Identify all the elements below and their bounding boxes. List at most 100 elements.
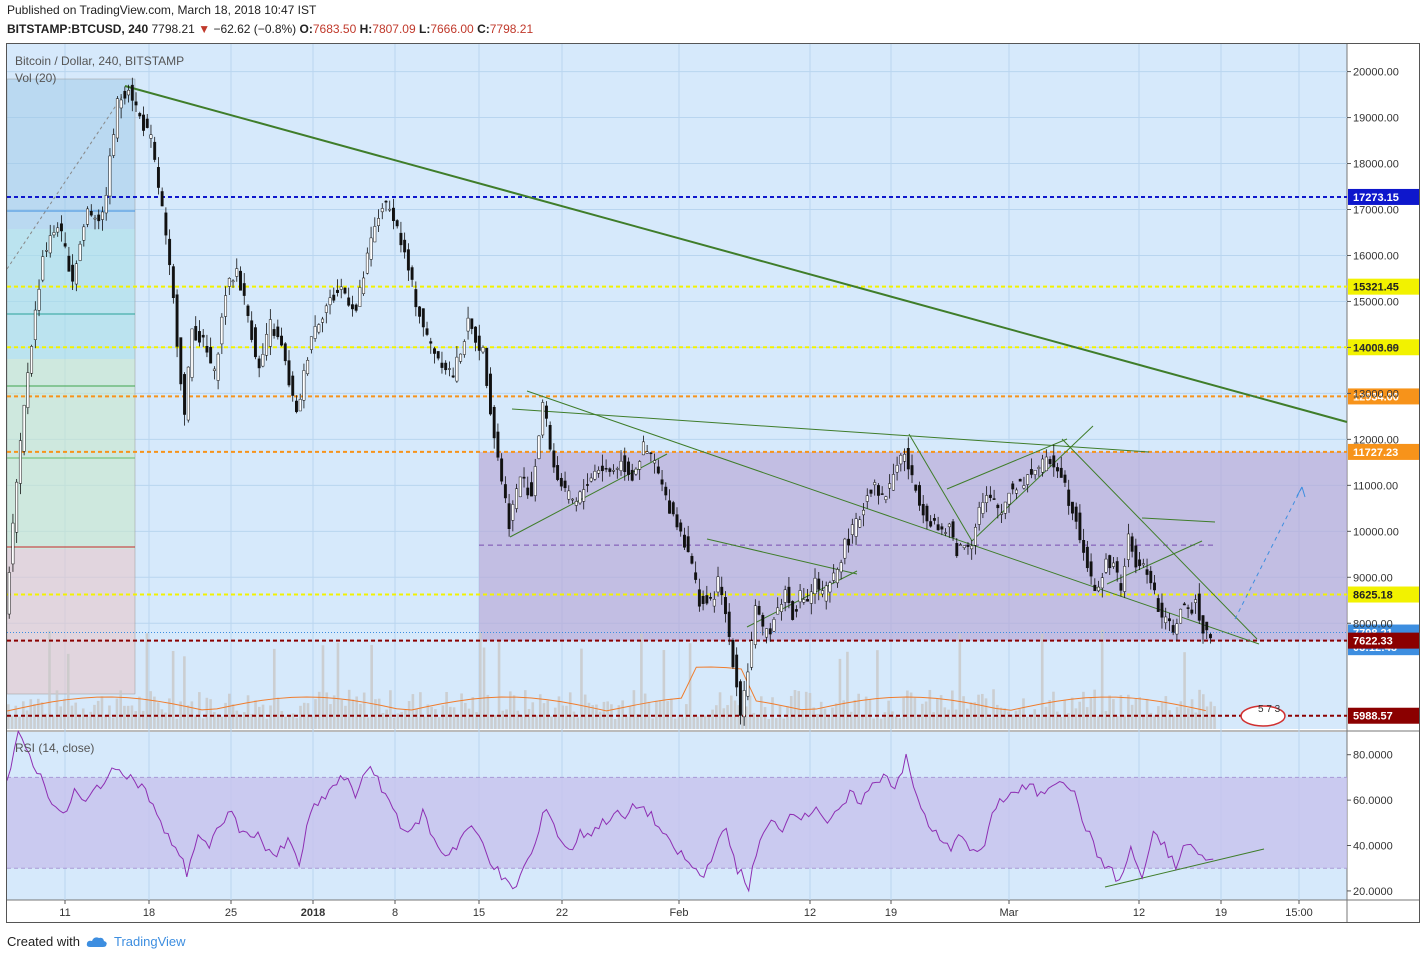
candle-body [265, 334, 269, 356]
volume-bar [415, 708, 418, 729]
candle-body [373, 226, 377, 243]
volume-bar [677, 715, 681, 729]
volume-bar [681, 717, 684, 729]
volume-bar [857, 693, 860, 729]
chart-frame[interactable]: 17273.15 15321.45 14003.69 12934.00 11727.23… [6, 43, 1420, 923]
volume-bar [842, 700, 845, 729]
candle-body [858, 519, 862, 528]
candle-body [507, 503, 511, 530]
candle-body [862, 509, 865, 516]
volume-bar [542, 703, 546, 729]
volume-bar [625, 716, 628, 729]
candle-body [115, 98, 119, 139]
candle-body [843, 538, 847, 559]
volume-bar [759, 696, 763, 729]
price-tick-label: 15000.00 [1353, 296, 1399, 308]
candle-body [459, 353, 463, 362]
candle-body [104, 194, 108, 214]
price-tick-label: 9000.00 [1353, 572, 1393, 584]
candle-body [101, 211, 104, 220]
volume-bar [493, 714, 497, 729]
candle-body [59, 223, 63, 232]
candle-body [216, 353, 220, 381]
volume-bar [186, 705, 190, 729]
candle-body [839, 562, 843, 573]
candle-body [239, 270, 242, 291]
candle-body [1100, 577, 1104, 589]
volume-bar [812, 707, 816, 729]
volume-bar [261, 704, 265, 729]
candle-body [593, 470, 597, 480]
volume-bar [999, 707, 1003, 729]
candle-body [1048, 459, 1052, 465]
candle-body [399, 232, 403, 246]
volume-bar [89, 711, 93, 729]
cloud-icon [86, 936, 108, 948]
range-box [479, 451, 1347, 641]
volume-bar [1190, 699, 1194, 729]
candle-body [522, 476, 526, 479]
candle-body [354, 304, 358, 311]
candle-body [1041, 458, 1045, 473]
candle-body [377, 218, 380, 226]
volume-bar [808, 692, 812, 729]
volume-bar [430, 706, 433, 729]
volume-bar [995, 704, 999, 729]
volume-bar [576, 717, 580, 729]
volume-bar [1048, 700, 1052, 729]
volume-bar [943, 707, 947, 729]
volume-bar [115, 698, 119, 729]
volume-bar [879, 718, 883, 729]
volume-bar [984, 698, 988, 729]
candle-body [89, 211, 93, 216]
volume-bar [1202, 694, 1205, 729]
volume-bar [1112, 699, 1115, 729]
rsi-line [7, 729, 1214, 893]
candle-body [951, 521, 955, 538]
candle-body [455, 356, 459, 382]
candle-body [914, 484, 918, 491]
candle-body [7, 572, 11, 615]
volume-bar [936, 698, 939, 729]
candle-body [1197, 593, 1201, 621]
candle-body [63, 243, 67, 247]
low-label: L: [419, 22, 431, 36]
volume-bar [81, 708, 85, 729]
volume-bar [108, 705, 111, 729]
volume-bar [78, 714, 81, 729]
volume-bar [958, 634, 962, 729]
volume-bar [385, 709, 388, 729]
candle-body [474, 326, 477, 343]
candle-body [257, 358, 261, 369]
volume-bar [636, 713, 639, 729]
candle-body [22, 404, 26, 452]
candle-body [451, 375, 455, 378]
candle-body [421, 308, 425, 328]
volume-bar [861, 714, 864, 729]
volume-ma-line [7, 666, 1206, 712]
fib-zone-bottom [7, 549, 135, 694]
volume-bar [707, 715, 711, 729]
volume-bar [617, 705, 621, 729]
candle-body [888, 483, 892, 489]
candle-body [817, 578, 821, 590]
candle-body [918, 485, 921, 506]
candle-body [1112, 562, 1115, 567]
volume-bar [816, 713, 819, 729]
zig-1 [908, 433, 973, 542]
candle-body [929, 521, 933, 527]
volume-bar [475, 712, 478, 729]
candle-body [209, 347, 213, 364]
candle-body [1141, 563, 1145, 566]
candle-body [675, 514, 679, 528]
volume-bar [1055, 711, 1059, 729]
candle-body [847, 538, 851, 546]
volume-bar [10, 715, 14, 729]
chart-svg[interactable]: 17273.15 15321.45 14003.69 12934.00 11727.23… [7, 44, 1419, 922]
candle-body [776, 607, 780, 615]
candle-body [1201, 615, 1205, 634]
candle-body [447, 368, 451, 370]
tradingview-link[interactable]: TradingView [113, 934, 186, 949]
candle-body [183, 374, 186, 415]
price-tick-label: 16000.00 [1353, 250, 1399, 262]
